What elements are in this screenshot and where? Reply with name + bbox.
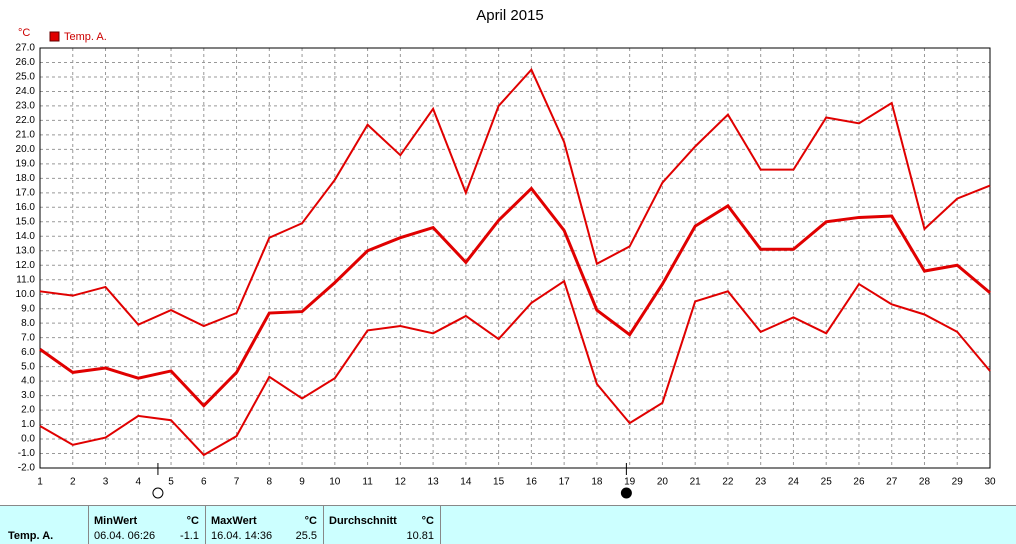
y-tick-label: -1.0 [18,448,36,459]
plot-frame [39,47,991,469]
x-tick-label: 30 [984,477,996,488]
y-tick-label: 7.0 [21,332,35,343]
y-tick-label: 10.0 [16,289,36,300]
x-tick-label: 15 [493,477,505,488]
x-tick-label: 3 [103,477,109,488]
y-tick-label: 14.0 [16,231,36,242]
header: Durchschnitt [329,515,397,527]
value: 10.81 [406,530,434,542]
x-tick-label: 26 [853,477,865,488]
y-tick-label: 11.0 [16,274,35,285]
header: MinWert [94,515,138,527]
value: -1.1 [180,530,199,542]
temp-line [39,279,991,457]
legend-label: Temp. A. [64,31,107,43]
unit: °C [304,515,317,527]
x-tick-label: 8 [267,477,273,488]
y-tick-label: 19.0 [16,159,36,170]
moon-marker [620,487,632,499]
temp-line [39,67,991,328]
y-tick-label: 17.0 [16,187,36,198]
chart-title: April 2015 [476,7,544,24]
x-tick-label: 4 [135,477,141,488]
cell: MaxWert °C 16.04. 14:36 25.5 [205,506,324,544]
x-tick-label: 2 [70,477,76,488]
unit: °C [186,515,199,527]
y-tick-label: 4.0 [21,376,35,387]
time: 16.04. 14:36 [211,530,273,542]
y-tick-label: 13.0 [16,245,36,256]
y-tick-label: 12.0 [16,260,36,271]
y-tick-label: 26.0 [16,57,36,68]
x-tick-label: 22 [722,477,734,488]
x-tick-label: 11 [362,477,373,488]
x-tick-label: 23 [755,477,767,488]
x-tick-label: 1 [37,477,43,488]
y-tick-label: 27.0 [16,43,36,54]
x-tick-label: 6 [201,477,207,488]
x-tick-label: 19 [624,477,636,488]
y-tick-label: 24.0 [16,86,36,97]
y-tick-label: 25.0 [16,72,36,83]
cell: Temp. A. [0,506,89,544]
x-tick-label: 29 [952,477,964,488]
x-tick-label: 5 [168,477,174,488]
moon-marker [152,487,164,499]
x-tick-label: 27 [886,477,898,488]
y-tick-label: 2.0 [21,405,35,416]
chart: April 2015 °C Temp. A. -2.0 -1.0 0.0 1.0 2.0… [16,7,996,499]
cell: MinWert °C 06.04. 06:26 -1.1 [88,506,206,544]
y-tick-label: 22.0 [16,115,36,126]
y-tick-label: 18.0 [16,173,36,184]
x-tick-label: 24 [788,477,800,488]
y-tick-label: 15.0 [16,216,36,227]
y-tick-label: 16.0 [16,202,36,213]
summary-table: Temp. A. MinWert °C 06.04. 06:26 -1.1 Ma… [0,505,1016,544]
x-tick-label: 28 [919,477,931,488]
x-tick-label: 13 [428,477,440,488]
x-tick-label: 9 [299,477,305,488]
value: 25.5 [295,530,317,542]
y-tick-label: 20.0 [16,144,36,155]
x-tick-label: 21 [690,477,702,488]
y-tick-label: 0.0 [21,434,35,445]
cell: Durchschnitt °C 10.81 [323,506,441,544]
x-tick-label: 10 [329,477,341,488]
y-tick-label: 1.0 [21,419,35,430]
header: MaxWert [211,515,257,527]
y-tick-label: -2.0 [18,463,36,474]
x-tick-label: 20 [657,477,669,488]
y-tick-label: 3.0 [21,390,35,401]
y-tick-label: 6.0 [21,347,35,358]
y-tick-label: 9.0 [21,303,35,314]
y-tick-label: 21.0 [16,130,36,141]
x-tick-label: 18 [591,477,603,488]
x-tick-label: 12 [395,477,407,488]
legend-swatch [49,31,60,42]
time: 06.04. 06:26 [94,530,156,542]
x-tick-label: 14 [460,477,472,488]
row-label: Temp. A. [8,530,54,542]
unit: °C [421,515,434,527]
x-tick-label: 7 [234,477,240,488]
temp-line [39,186,991,408]
x-tick-label: 17 [559,477,571,488]
y-tick-label: 23.0 [16,101,36,112]
x-tick-label: 16 [526,477,538,488]
y-unit: °C [18,27,30,39]
y-tick-label: 5.0 [21,361,35,372]
y-tick-label: 8.0 [21,318,35,329]
x-tick-label: 25 [821,477,833,488]
